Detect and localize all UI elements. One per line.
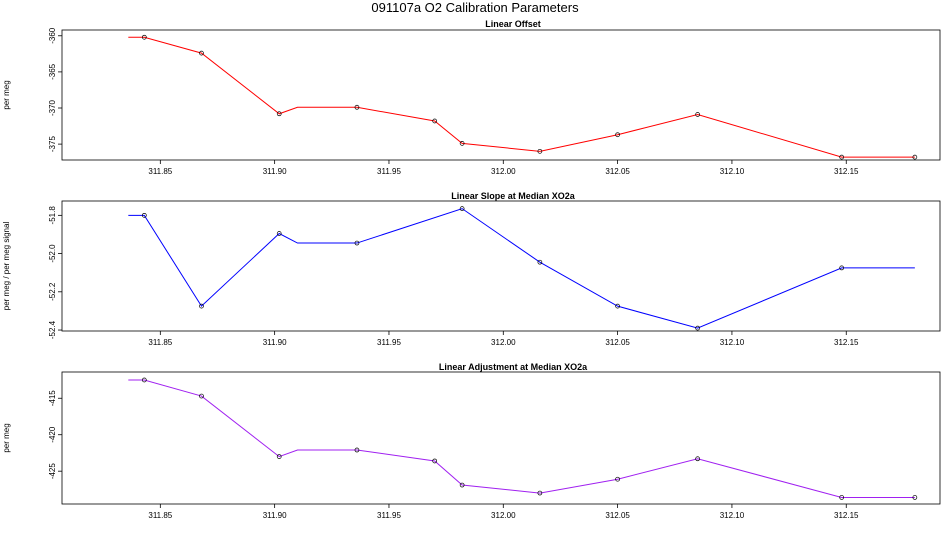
x-tick-label: 311.90 (263, 167, 287, 176)
x-tick-label: 312.10 (720, 511, 745, 520)
data-point (276, 111, 282, 117)
data-point (839, 495, 845, 500)
chart-panel: Linear Adjustment at Median XO2a per meg 3… (2, 362, 941, 520)
data-point (276, 454, 282, 459)
data-point (537, 490, 543, 496)
x-tick-label: 311.90 (263, 338, 287, 347)
data-point (141, 34, 147, 40)
y-tick-label: -365 (48, 63, 57, 80)
x-tick-label: 312.00 (491, 167, 516, 176)
panel-title: Linear Slope at Median XO2a (451, 191, 576, 201)
chart-panel: Linear Slope at Median XO2a per meg / per… (2, 191, 941, 347)
x-tick-label: 312.00 (491, 338, 516, 347)
data-point (912, 154, 918, 160)
data-point (459, 206, 465, 211)
data-point (839, 265, 845, 271)
data-point (912, 495, 918, 500)
x-tick-label: 311.85 (148, 511, 172, 520)
x-tick-label: 312.10 (720, 338, 745, 347)
x-tick-label: 311.95 (377, 338, 401, 347)
series-line (128, 208, 915, 329)
data-point (839, 154, 845, 160)
data-point (199, 303, 204, 309)
data-point (459, 141, 465, 146)
data-point (354, 240, 360, 246)
x-tick-label: 311.95 (377, 511, 401, 520)
y-tick-label: -51.8 (48, 206, 57, 225)
data-point (615, 476, 620, 482)
panel-title: Linear Offset (485, 19, 541, 29)
y-axis-label: per meg (2, 423, 11, 452)
x-tick-label: 312.05 (605, 511, 630, 520)
data-point (354, 104, 360, 110)
y-tick-label: -420 (48, 426, 57, 443)
data-point (354, 447, 360, 453)
data-point (199, 50, 204, 56)
data-point (459, 482, 465, 488)
data-point (615, 303, 620, 309)
panel-title: Linear Adjustment at Median XO2a (439, 362, 588, 372)
y-tick-label: -425 (48, 463, 57, 480)
x-tick-label: 311.85 (148, 167, 172, 176)
y-axis-label: per meg (2, 80, 11, 109)
x-tick-label: 311.85 (148, 338, 172, 347)
chart-panels: Linear Offset per meg 311.85 311.90 311.95 31… (2, 19, 941, 520)
x-tick-label: 312.10 (720, 167, 745, 176)
chart-panel: Linear Offset per meg 311.85 311.90 311.95 31… (2, 19, 941, 176)
series-line (128, 379, 915, 498)
plot-frame (61, 29, 941, 161)
y-tick-label: -52.4 (48, 320, 57, 339)
data-point (615, 132, 620, 138)
figure-title: 091107a O2 Calibration Parameters (371, 0, 579, 15)
data-point (276, 231, 282, 236)
plot-frame (61, 371, 941, 505)
y-tick-label: -52.2 (48, 282, 57, 301)
x-tick-label: 312.05 (605, 167, 630, 176)
x-tick-label: 311.90 (263, 511, 287, 520)
data-point (141, 212, 147, 218)
series-line (128, 36, 915, 158)
x-tick-label: 312.00 (491, 511, 516, 520)
plot-frame (61, 200, 941, 332)
x-tick-label: 312.05 (605, 338, 630, 347)
data-point (141, 377, 147, 383)
y-tick-label: -415 (48, 390, 57, 407)
x-tick-label: 312.15 (834, 338, 859, 347)
x-tick-label: 312.15 (834, 167, 859, 176)
y-tick-label: -360 (48, 27, 57, 44)
y-tick-label: -375 (48, 136, 57, 153)
data-point (537, 259, 543, 265)
data-point (199, 393, 204, 399)
data-point (432, 118, 438, 124)
data-point (695, 112, 700, 117)
y-tick-label: -52.0 (48, 244, 57, 263)
data-point (432, 458, 438, 464)
x-tick-label: 312.15 (834, 511, 859, 520)
data-point (537, 148, 543, 154)
y-axis-label: per meg / per meg signal (2, 222, 11, 311)
data-point (695, 456, 700, 462)
x-tick-label: 311.95 (377, 167, 401, 176)
y-tick-label: -370 (48, 99, 57, 116)
data-point (695, 325, 700, 331)
